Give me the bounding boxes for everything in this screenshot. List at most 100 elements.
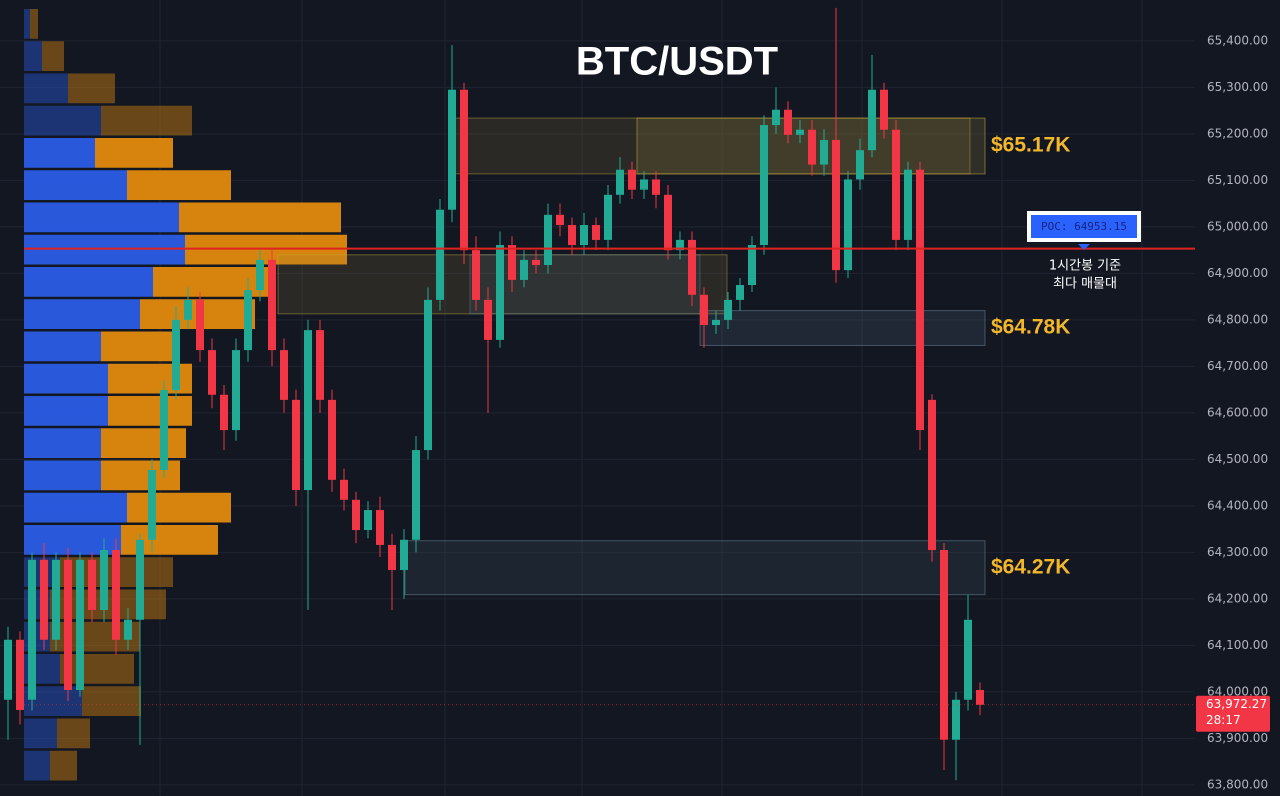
candle-body <box>940 550 948 740</box>
y-tick-label: 64,000.00 <box>1207 684 1268 698</box>
y-tick-label: 64,900.00 <box>1207 266 1268 280</box>
profile-sell-bar <box>68 73 115 104</box>
candle-body <box>820 139 828 165</box>
candle-body <box>856 150 864 180</box>
candle-body <box>340 479 348 500</box>
candle-body <box>460 89 468 251</box>
candle-body <box>772 109 780 126</box>
candle-body <box>712 319 720 326</box>
candle-body <box>976 689 984 705</box>
candle-body <box>28 559 36 700</box>
zone-box <box>469 254 701 315</box>
candle-body <box>844 179 852 271</box>
poc-note: 최다 매물대 <box>1053 277 1117 292</box>
candle-body <box>556 214 564 226</box>
profile-buy-bar <box>24 73 68 104</box>
candle-body <box>100 550 108 611</box>
profile-sell-bar <box>60 654 134 684</box>
y-tick-label: 64,500.00 <box>1207 452 1268 466</box>
candle-body <box>256 259 264 291</box>
y-tick-label: 64,600.00 <box>1207 405 1268 419</box>
candle-body <box>724 299 732 320</box>
candle-body <box>652 179 660 195</box>
candle-body <box>760 125 768 246</box>
zone <box>699 310 986 346</box>
y-tick-label: 65,400.00 <box>1207 33 1268 47</box>
candle-body <box>4 639 12 700</box>
candle-body <box>484 299 492 340</box>
zone <box>404 540 986 596</box>
profile-sell-bar <box>153 267 270 297</box>
profile-sell-bar <box>57 718 90 749</box>
candle-body <box>304 330 312 491</box>
candle-body <box>64 559 72 690</box>
zone-label: $64.27K <box>991 555 1070 578</box>
y-tick-label: 65,100.00 <box>1207 173 1268 187</box>
candle-body <box>184 299 192 320</box>
profile-buy-bar <box>24 428 101 458</box>
candle-body <box>208 350 216 395</box>
candle-body <box>544 214 552 266</box>
zone-label: $64.78K <box>991 316 1070 339</box>
candle-body <box>292 399 300 491</box>
y-tick-label: 64,700.00 <box>1207 359 1268 373</box>
candle-body <box>916 169 924 431</box>
y-tick-label: 63,800.00 <box>1207 777 1268 791</box>
candle-body <box>76 559 84 690</box>
candle-body <box>436 209 444 300</box>
candle-body <box>592 225 600 240</box>
candle-body <box>832 139 840 271</box>
candle-body <box>220 394 228 431</box>
y-tick-label: 64,100.00 <box>1207 638 1268 652</box>
profile-buy-bar <box>24 170 127 200</box>
profile-sell-bar <box>121 525 218 555</box>
profile-buy-bar <box>24 9 30 39</box>
candle-body <box>580 225 588 246</box>
candle-body <box>376 510 384 545</box>
vertical-grid <box>159 0 1143 796</box>
y-tick-label: 65,000.00 <box>1207 219 1268 233</box>
candle-body <box>124 619 132 640</box>
candle-body <box>688 239 696 295</box>
y-tick-label: 64,800.00 <box>1207 312 1268 326</box>
poc-label-box <box>1031 215 1137 238</box>
candle-body <box>508 245 516 280</box>
candle-body <box>964 619 972 700</box>
candle-body <box>664 194 672 251</box>
countdown: 28:17 <box>1206 713 1241 727</box>
candle-body <box>904 169 912 240</box>
profile-buy-bar <box>24 267 153 297</box>
candle-body <box>496 245 504 340</box>
profile-buy-bar <box>24 299 140 329</box>
last-price-box <box>1196 695 1270 732</box>
profile-sell-bar <box>42 41 64 71</box>
candle-body <box>280 350 288 400</box>
profile-sell-bar <box>101 331 180 362</box>
y-tick-label: 63,900.00 <box>1207 731 1268 745</box>
profile-sell-bar <box>179 202 341 233</box>
profile-buy-bar <box>24 750 50 781</box>
candle-body <box>796 129 804 135</box>
profile-sell-bar <box>108 396 192 426</box>
profile-sell-bar <box>101 105 192 136</box>
zone-label: $65.17K <box>991 134 1070 157</box>
candle-body <box>136 539 144 620</box>
poc-label: POC: 64953.15 <box>1041 220 1127 233</box>
candle-body <box>616 169 624 195</box>
profile-sell-bar <box>101 428 186 458</box>
candle-body <box>16 639 24 710</box>
candle-body <box>532 259 540 266</box>
candle-body <box>40 559 48 640</box>
candle-body <box>892 129 900 240</box>
candle-body <box>148 470 156 540</box>
candle-body <box>952 699 960 740</box>
candle-body <box>364 510 372 531</box>
candle-body <box>328 399 336 480</box>
candle-body <box>472 250 480 300</box>
candle-body <box>700 294 708 326</box>
candle-body <box>748 245 756 286</box>
chart-title: BTC/USDT <box>576 40 778 84</box>
y-tick-label: 65,300.00 <box>1207 80 1268 94</box>
poc-pointer <box>1078 244 1090 250</box>
